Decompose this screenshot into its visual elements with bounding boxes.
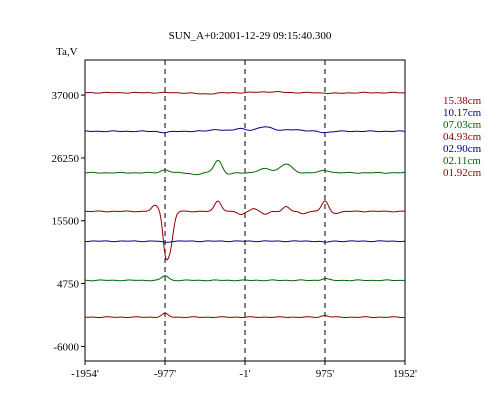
legend-entry: 07.03cm <box>443 119 482 131</box>
series-line-04.93cm <box>84 200 406 261</box>
series-line-15.38cm <box>84 91 406 95</box>
legend-entry: 15.38cm <box>443 95 482 107</box>
chart-title: SUN_A+0:2001-12-29 09:15:40.300 <box>168 30 332 42</box>
legend-entry: 01.92cm <box>443 167 482 179</box>
y-tick-label: 4750 <box>57 279 80 291</box>
x-tick-label: 1952' <box>393 368 417 380</box>
x-tick-label: -977' <box>154 368 176 380</box>
y-tick-label: 26250 <box>52 153 80 165</box>
y-tick-label: -6000 <box>53 341 79 353</box>
legend-entry: 10.17cm <box>443 107 482 119</box>
y-tick-label: 37000 <box>52 90 80 102</box>
legend-entry: 02.11cm <box>443 155 481 167</box>
series-line-02.90cm <box>84 240 406 243</box>
series-line-07.03cm <box>84 159 406 176</box>
y-axis-label: Ta,V <box>56 46 78 58</box>
x-tick-label: -1' <box>239 368 250 380</box>
legend: 15.38cm 10.17cm 07.03cm 04.93cm 02.90cm 02.11… <box>443 95 481 179</box>
x-tick-label: 975' <box>316 368 335 380</box>
legend-entry: 02.90cm <box>443 143 482 155</box>
x-tick-label: -1954' <box>71 368 99 380</box>
y-tick-label: 15500 <box>52 216 80 228</box>
series-line-01.92cm <box>84 312 406 319</box>
series-line-10.17cm <box>84 126 406 134</box>
series-line-02.11cm <box>84 275 406 282</box>
legend-entry: 04.93cm <box>443 131 482 143</box>
